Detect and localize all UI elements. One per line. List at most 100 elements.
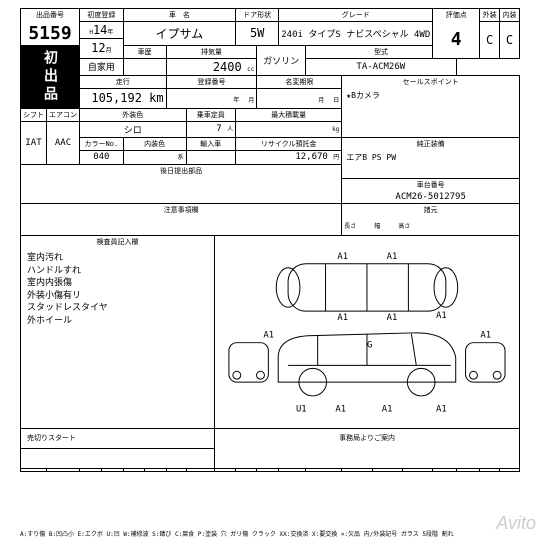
damage-mark: A1 (337, 252, 348, 262)
inspector-note: 外装小傷有リ (27, 290, 208, 303)
reg-label: 初度登録 (80, 9, 124, 22)
year-suf: 年 (107, 29, 113, 36)
sales-body: ★Bカメラ (342, 88, 520, 137)
dim-row: 長さ 幅 高さ (342, 216, 520, 236)
colno-label: カラーNo. (80, 137, 124, 150)
damage-mark: A1 (263, 331, 274, 341)
recycle-label: リサイクル預託金 (236, 137, 342, 150)
car-name: イプサム (123, 22, 235, 46)
import-val (186, 150, 236, 164)
ext-score: C (480, 22, 500, 59)
damage-mark: A1 (480, 331, 491, 341)
door-val: 5W (236, 22, 279, 46)
len: 長さ (344, 223, 356, 230)
insp-m: 月 (248, 97, 254, 104)
damage-mark: U1 (296, 405, 307, 415)
legend-text: A:すり傷 B:凹凸小 E:エクボ U:凹 W:補修波 S:錆び C:腐食 P:… (20, 529, 454, 538)
damage-mark: G (367, 341, 372, 351)
disp-val: 2400 cc (166, 58, 257, 75)
rec-u: 円 (333, 154, 339, 161)
colno-val: 040 (80, 150, 124, 164)
diagram-label (215, 236, 520, 249)
seat-label: 乗車定員 (186, 108, 236, 121)
int-label: 内装 (500, 9, 520, 22)
extcol-label: 外装色 (80, 108, 187, 121)
watermark: Avito (496, 513, 536, 534)
start-price-label: 売切りスタート (21, 428, 215, 448)
damage-mark: A1 (387, 252, 398, 262)
damage-mark: A1 (387, 313, 398, 323)
inspector-note: ハンドルすれ (27, 265, 208, 278)
inspect-label: 登録番号 (166, 75, 257, 88)
inspector-label: 検査員記入欄 (21, 236, 215, 249)
int-score: C (500, 22, 520, 59)
hist-val: 自家用 (80, 58, 124, 75)
caution-label: 注意事項欄 (21, 203, 342, 216)
year-val: 14 (93, 23, 107, 37)
score-label: 評価点 (433, 9, 480, 22)
reg-month2 (123, 58, 166, 75)
exp-m: 月 (318, 97, 324, 104)
inspector-note: 室内汚れ (27, 252, 208, 265)
ac-label: エアコン (47, 108, 80, 121)
recycle-val: 12,670 円 (236, 150, 342, 164)
seat-n: 7 (216, 124, 221, 134)
grade-label: グレード (279, 9, 433, 22)
equip-label: 純正装備 (342, 137, 520, 150)
reg-year: H14年 (80, 22, 124, 39)
expire-label: 名変期限 (257, 75, 342, 88)
grade-val: 240i タイプS ナビスペシャル 4WD (279, 22, 433, 46)
start-price-body (21, 448, 215, 468)
model-label: 型式 (305, 45, 456, 58)
extcol-val: シロ (80, 121, 187, 137)
office-label: 事務局よりご案内 (215, 428, 520, 448)
lot-no: 5159 (21, 22, 80, 46)
expire-val: 月 日 (257, 88, 342, 108)
chassis-val: ACM26-5012795 (342, 191, 520, 204)
inspector-notes: 室内汚れハンドルすれ室内内張傷外装小傷有リスタッドレスタイヤ外ホイール (21, 248, 215, 428)
inspect-val: 年 月 (166, 88, 257, 108)
chassis-label: 車台番号 (342, 178, 520, 191)
inspector-note: スタッドレスタイヤ (27, 302, 208, 315)
damage-mark: A1 (382, 405, 393, 415)
exp-d: 日 (333, 97, 339, 104)
equip-body: エアB PS PW (342, 150, 520, 178)
damage-mark: A1 (436, 405, 447, 415)
month-val: 12 (91, 41, 105, 55)
odo-val: 105,192 km (80, 88, 167, 108)
rec-v: 12,670 (295, 152, 328, 162)
damage-mark: A1 (335, 405, 346, 415)
ext-label: 外装 (480, 9, 500, 22)
inspector-note: 外ホイール (27, 315, 208, 328)
shift-val: IAT (21, 121, 47, 164)
first-auction-badge: 初出品 (21, 45, 80, 108)
hei: 高さ (398, 223, 410, 230)
load-u: kg (332, 126, 339, 133)
shift-label: シフト (21, 108, 47, 121)
damage-mark: A1 (337, 313, 348, 323)
fuel-val: ガソリン (257, 45, 306, 75)
import-label: 輸入車 (186, 137, 236, 150)
month-suf: 月 (106, 47, 112, 54)
hist-label: 車歴 (123, 45, 166, 58)
load-val: kg (236, 121, 342, 137)
cc-unit: cc (247, 66, 254, 73)
intcol-val: 系 (123, 150, 186, 164)
intcol-suf: 系 (178, 154, 184, 161)
inspector-note: 室内内張傷 (27, 277, 208, 290)
dim-label: 諸元 (342, 203, 520, 216)
office-body (215, 448, 520, 468)
odo-label: 走行 (80, 75, 167, 88)
ac-val: AAC (47, 121, 80, 164)
disp-label: 排気量 (166, 45, 257, 58)
later-body (21, 178, 342, 203)
car-diagram: A1A1A1A1A1A1A1A1A1A1U1G (215, 248, 520, 428)
sales-label: セールスポイント (342, 75, 520, 88)
model-val: TA-ACM26W (305, 58, 456, 75)
intcol-label: 内装色 (123, 137, 186, 150)
seat-u: 人 (227, 126, 233, 133)
later-label: 後日提出部品 (21, 164, 342, 178)
insp-y: 年 (233, 97, 239, 104)
seat-val: 7 人 (186, 121, 236, 137)
caution-body (21, 216, 342, 236)
